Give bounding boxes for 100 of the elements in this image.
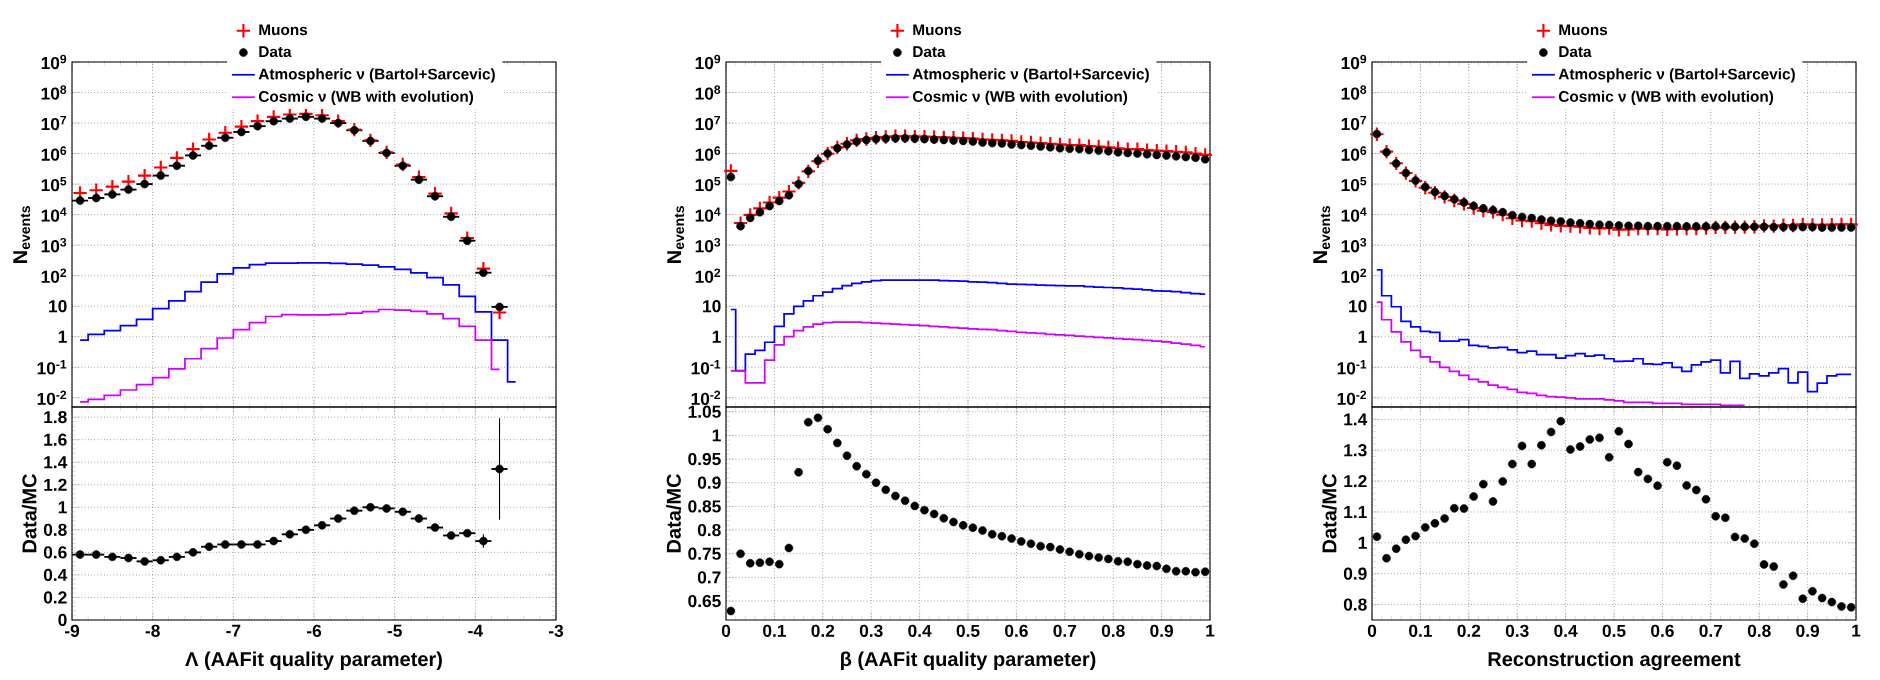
y-tick-label: 10$^{9}$ xyxy=(695,54,721,70)
x-tick-label: -3 xyxy=(548,624,564,637)
y-tick-label: 10$^{-2}$ xyxy=(1337,390,1367,406)
y-axis-title: Data/MC xyxy=(666,474,682,553)
x-tick-label: 0.2 xyxy=(1457,624,1481,637)
y-tick-label: 1 xyxy=(712,330,721,343)
y-tick-label: 1.05 xyxy=(688,405,721,418)
legend-label: Atmospheric ν (Bartol+Sarcevic) xyxy=(258,68,495,83)
y-tick-label: 10$^{5}$ xyxy=(41,176,67,192)
y-axis-title: N$_{events}$ xyxy=(13,205,31,263)
x-tick-label: 0.9 xyxy=(1150,624,1174,637)
y-tick-label: 10$^{7}$ xyxy=(41,115,67,131)
x-tick-label: 0.3 xyxy=(859,624,883,637)
y-tick-label: 10$^{2}$ xyxy=(695,268,721,283)
y-tick-label: 10$^{3}$ xyxy=(695,237,721,253)
x-axis-title: Reconstruction agreement xyxy=(1488,651,1741,671)
x-tick-label: 1 xyxy=(1206,624,1215,637)
x-tick-label: 0.4 xyxy=(908,624,932,637)
y-tick-label: 10$^{9}$ xyxy=(41,54,67,70)
y-tick-label: 0.8 xyxy=(697,523,721,537)
legend-label: Muons xyxy=(1559,24,1608,36)
x-tick-label: 0.7 xyxy=(1699,624,1723,637)
x-tick-label: -5 xyxy=(387,624,402,637)
legend-label: Muons xyxy=(913,24,962,36)
y-tick-label: 1 xyxy=(58,501,67,514)
y-tick-label: 0.4 xyxy=(43,568,68,582)
x-tick-label: 1 xyxy=(1852,624,1861,637)
y-tick-label: 0.95 xyxy=(688,452,721,466)
x-tick-label: 0.7 xyxy=(1053,624,1077,637)
y-tick-label: 10 xyxy=(1349,300,1367,313)
y-tick-label: 0.2 xyxy=(43,591,67,604)
x-axis-title: Λ (AAFit quality parameter) xyxy=(185,651,442,671)
x-tick-label: -7 xyxy=(226,624,241,637)
y-tick-label: 10$^{5}$ xyxy=(695,176,721,192)
y-tick-label: 10$^{2}$ xyxy=(41,268,67,283)
y-tick-label: 0 xyxy=(58,613,67,627)
x-tick-label: 0.5 xyxy=(1602,624,1626,637)
legend-label: Data xyxy=(913,46,946,58)
y-tick-label: 0.9 xyxy=(697,476,721,489)
y-tick-label: 10$^{-1}$ xyxy=(37,360,67,375)
x-tick-label: 0.5 xyxy=(956,624,980,637)
y-tick-label: 10 xyxy=(703,300,721,313)
x-tick-label: 0.4 xyxy=(1554,624,1578,637)
y-tick-label: 1.2 xyxy=(44,478,67,491)
y-axis-title: Data/MC xyxy=(1321,474,1337,553)
x-tick-label: 0.9 xyxy=(1796,624,1820,637)
x-tick-label: 0.1 xyxy=(1409,624,1432,637)
legend-label: Cosmic ν (WB with evolution) xyxy=(258,90,474,105)
y-tick-label: 10$^{4}$ xyxy=(695,207,721,222)
legend-label: Atmospheric ν (Bartol+Sarcevic) xyxy=(1558,68,1795,83)
x-tick-label: -9 xyxy=(64,624,80,637)
legend-label: Cosmic ν (WB with evolution) xyxy=(912,90,1128,105)
y-tick-label: 10$^{-2}$ xyxy=(37,390,67,406)
x-tick-label: -8 xyxy=(145,624,160,637)
y-tick-label: 0.65 xyxy=(688,594,721,608)
y-tick-label: 10$^{8}$ xyxy=(41,85,67,100)
y-tick-label: 10$^{6}$ xyxy=(695,146,721,161)
y-tick-label: 10$^{6}$ xyxy=(1341,146,1367,161)
y-tick-label: 10$^{3}$ xyxy=(1341,237,1367,253)
y-tick-label: 10$^{9}$ xyxy=(1341,54,1367,70)
x-tick-label: 0.8 xyxy=(1747,624,1771,637)
y-tick-label: 10 xyxy=(49,300,67,313)
y-axis-title: N$_{events}$ xyxy=(1313,205,1331,263)
y-tick-label: 0.6 xyxy=(43,546,67,559)
x-tick-label: 0.1 xyxy=(763,624,786,637)
legend-label: Cosmic ν (WB with evolution) xyxy=(1558,90,1774,105)
y-tick-label: 1.8 xyxy=(44,410,67,424)
y-tick-label: 10$^{5}$ xyxy=(1341,176,1367,192)
y-tick-label: 10$^{8}$ xyxy=(695,85,721,100)
y-tick-label: 10$^{7}$ xyxy=(695,115,721,131)
y-tick-label: 1.6 xyxy=(44,433,67,446)
x-tick-label: 0.3 xyxy=(1505,624,1529,637)
y-tick-label: 10$^{8}$ xyxy=(1341,85,1367,100)
y-tick-label: 1 xyxy=(1358,330,1367,343)
y-tick-label: 10$^{-2}$ xyxy=(691,390,721,406)
x-tick-label: 0 xyxy=(1367,624,1377,637)
legend-label: Atmospheric ν (Bartol+Sarcevic) xyxy=(912,68,1149,83)
y-tick-label: 0.9 xyxy=(1343,567,1367,580)
y-tick-label: 10$^{-1}$ xyxy=(691,360,721,375)
legend-label: Muons xyxy=(259,24,308,36)
y-tick-label: 1.1 xyxy=(1344,505,1367,518)
x-axis-title: β (AAFit quality parameter) xyxy=(841,651,1096,671)
x-tick-label: 0.6 xyxy=(1651,624,1674,637)
y-tick-label: 0.8 xyxy=(43,523,67,536)
y-tick-label: 0.75 xyxy=(688,547,721,560)
y-tick-label: 1.4 xyxy=(44,456,68,469)
y-tick-label: 1.3 xyxy=(1344,444,1367,457)
y-tick-label: 10$^{2}$ xyxy=(1341,268,1367,283)
y-axis-title: N$_{events}$ xyxy=(667,205,685,263)
x-tick-label: -6 xyxy=(306,624,322,637)
y-tick-label: 1 xyxy=(712,429,721,442)
y-tick-label: 10$^{6}$ xyxy=(41,146,67,161)
x-tick-label: -4 xyxy=(468,624,483,637)
legend-label: Data xyxy=(259,46,292,58)
x-tick-label: 0 xyxy=(721,624,731,637)
y-tick-label: 1.2 xyxy=(1344,475,1367,488)
y-tick-label: 10$^{4}$ xyxy=(1341,207,1367,222)
y-tick-label: 1 xyxy=(58,330,67,343)
legend-label: Data xyxy=(1559,46,1592,58)
y-tick-label: 10$^{4}$ xyxy=(41,207,67,222)
